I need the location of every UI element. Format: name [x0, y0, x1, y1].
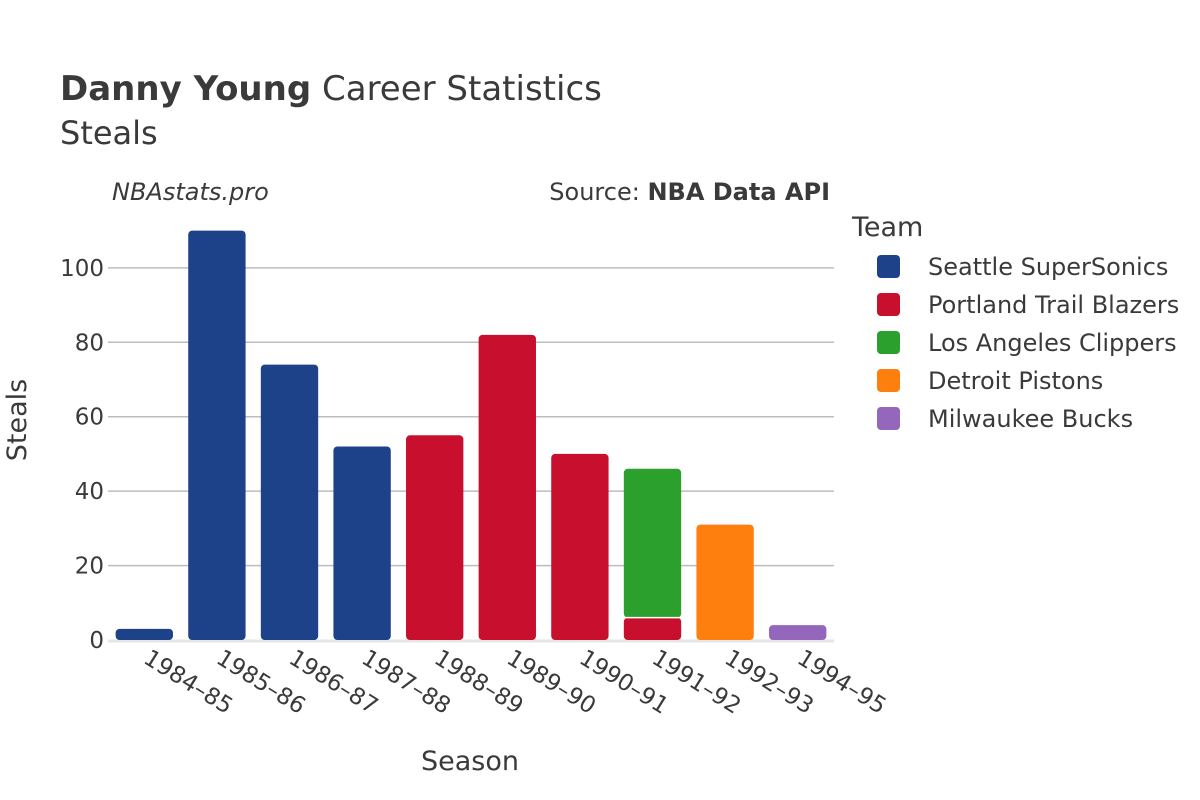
legend-item: Portland Trail Blazers: [877, 291, 1179, 319]
legend-label: Milwaukee Bucks: [928, 405, 1133, 433]
source-prefix: Source:: [549, 178, 647, 206]
legend-swatch: [877, 293, 900, 316]
bars: [115, 230, 827, 640]
y-axis-label: Steals: [2, 379, 33, 461]
y-tick-label: 60: [75, 405, 104, 431]
legend-swatch: [877, 255, 900, 278]
legend-swatch: [877, 407, 900, 430]
bar-segment: [696, 524, 754, 640]
bar-segment: [623, 468, 682, 618]
legend: Seattle SuperSonics Portland Trail Blazer…: [877, 253, 1179, 433]
x-axis: 1984–851985–861986–871987–881988–891989–…: [139, 645, 890, 720]
bar-segment: [115, 628, 173, 640]
x-axis-label: Season: [421, 746, 519, 777]
legend-swatch: [877, 331, 900, 354]
watermark: NBAstats.pro: [112, 178, 269, 206]
legend-item: Seattle SuperSonics: [877, 253, 1168, 281]
legend-swatch: [877, 369, 900, 392]
bar-segment: [333, 446, 391, 640]
legend-item: Detroit Pistons: [877, 367, 1103, 395]
legend-label: Los Angeles Clippers: [928, 329, 1177, 357]
chart-title: Danny Young Career Statistics: [60, 69, 602, 109]
y-tick-label: 100: [60, 256, 104, 282]
bar-segment: [188, 230, 246, 640]
chart-title-rest: Career Statistics: [311, 69, 602, 109]
chart-title-player: Danny Young: [60, 69, 311, 109]
y-tick-label: 40: [75, 479, 104, 505]
y-tick-label: 80: [75, 330, 104, 356]
bar-segment: [406, 435, 464, 640]
y-tick-label: 20: [75, 554, 104, 580]
y-tick-label: 0: [89, 628, 104, 654]
bar-segment: [478, 334, 536, 640]
bar-segment: [260, 364, 319, 640]
legend-label: Seattle SuperSonics: [928, 253, 1168, 281]
legend-label: Portland Trail Blazers: [928, 291, 1179, 319]
source-credit: Source: NBA Data API: [549, 178, 830, 206]
legend-label: Detroit Pistons: [928, 367, 1103, 395]
source-name: NBA Data API: [647, 178, 830, 206]
y-axis: 0 20 40 60 80 100: [60, 256, 104, 654]
bar-segment: [551, 453, 609, 640]
bar-segment: [623, 617, 682, 640]
legend-title: Team: [851, 212, 923, 243]
bar-segment: [769, 625, 827, 640]
legend-item: Milwaukee Bucks: [877, 405, 1133, 433]
legend-item: Los Angeles Clippers: [877, 329, 1177, 357]
chart-subtitle: Steals: [60, 114, 158, 152]
